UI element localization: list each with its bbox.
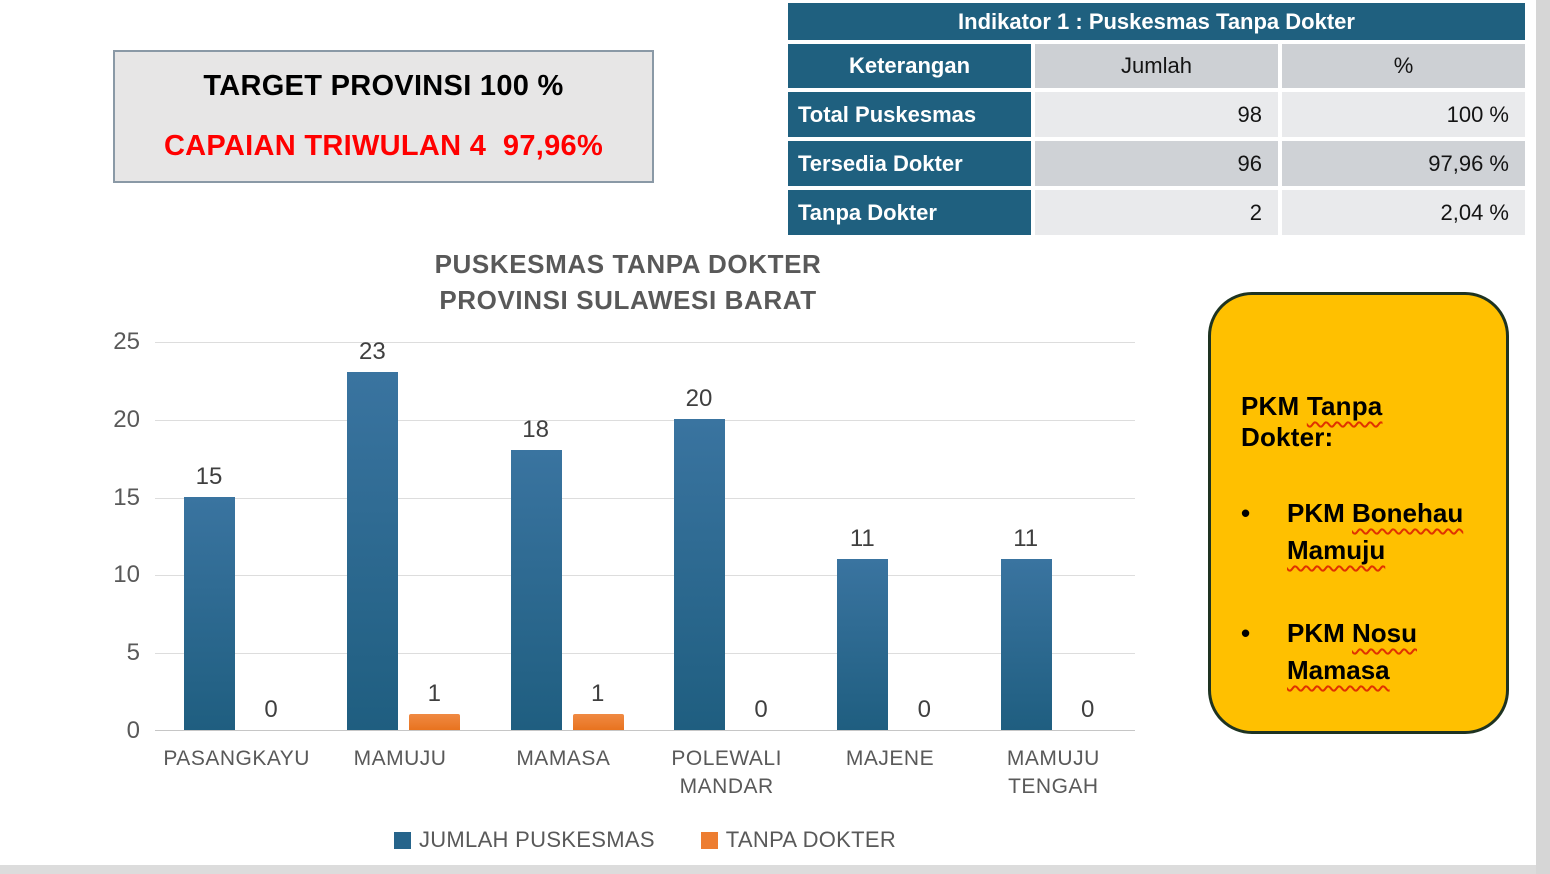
note-heading: PKM Tanpa Dokter:: [1241, 391, 1482, 453]
chart-title: PUSKESMAS TANPA DOKTER PROVINSI SULAWESI…: [353, 246, 903, 318]
row-label-total-puskesmas: Total Puskesmas: [788, 92, 1031, 137]
legend-swatch-jumlah-puskesmas: [393, 831, 411, 849]
x-axis-label-mamuju-tengah: MAMUJU TENGAH: [1006, 747, 1100, 798]
bar-jumlah-puskesmas-mamuju-tengah: [1000, 559, 1052, 730]
data-label-tanpa-dokter-majene: 0: [917, 696, 931, 723]
plain-word: PKM: [1241, 391, 1307, 421]
wavy-word: Mamasa: [1287, 655, 1390, 685]
bar-group-mamuju-tengah: 11 0: [972, 342, 1135, 731]
y-tick-label-15: 15: [113, 483, 140, 511]
indicator-table-title: Indikator 1 : Puskesmas Tanpa Dokter: [788, 3, 1525, 40]
x-axis-label-mamuju: MAMUJU: [353, 747, 447, 770]
bar-jumlah-puskesmas-majene: [837, 559, 889, 730]
total-puskesmas-percent: 100 %: [1282, 92, 1525, 137]
capaian-triwulan-text: CAPAIAN TRIWULAN 4 97,96%: [163, 130, 604, 162]
note-box: PKM Tanpa Dokter: • PKM Bonehau Mamuju • PKM…: [1208, 292, 1509, 734]
gridline-y-20: [155, 419, 1135, 421]
data-label-jumlah-puskesmas-mamuju: 23: [358, 338, 386, 365]
bar-group-majene: 11 0: [808, 342, 971, 731]
data-label-tanpa-dokter-mamasa: 1: [590, 680, 605, 707]
data-label-jumlah-puskesmas-pasangkayu: 15: [195, 463, 223, 490]
gridline-y-25: [155, 342, 1135, 343]
note-item-1: • PKM Bonehau Mamuju: [1241, 495, 1482, 569]
note-item-2: • PKM Nosu Mamasa: [1241, 615, 1482, 689]
data-label-jumlah-puskesmas-mamuju-tengah: 11: [1013, 525, 1039, 552]
gridline-y-15: [155, 497, 1135, 499]
wavy-word: Bonehau: [1352, 498, 1464, 528]
target-box: TARGET PROVINSI 100 % CAPAIAN TRIWULAN 4…: [113, 50, 654, 183]
x-axis-label-mamasa: MAMASA: [516, 747, 611, 770]
data-label-tanpa-dokter-mamuju: 1: [427, 680, 441, 707]
data-label-jumlah-puskesmas-polewali-mandar: 20: [685, 385, 713, 412]
gridline-y-5: [155, 653, 1135, 655]
x-axis-label-majene: MAJENE: [845, 747, 935, 770]
target-provinsi-text: TARGET PROVINSI 100 %: [203, 70, 564, 102]
chart-title-line-2: PROVINSI SULAWESI BARAT: [439, 285, 817, 315]
tersedia-dokter-jumlah: 96: [1035, 141, 1278, 186]
bar-group-mamasa: 18 1: [482, 342, 645, 731]
y-axis-ticks: 0 5 10 15 20 25: [88, 328, 140, 744]
note-item-line-1: PKM Bonehau: [1287, 495, 1482, 532]
note-item-line-2: Mamuju: [1287, 532, 1482, 569]
column-header-jumlah: Jumlah: [1035, 44, 1278, 88]
data-label-jumlah-puskesmas-majene: 11: [849, 525, 875, 552]
bar-group-polewali-mandar: 20 0: [645, 342, 808, 731]
data-label-tanpa-dokter-pasangkayu: 0: [264, 696, 278, 723]
y-tick-label-20: 20: [113, 405, 140, 433]
note-item-line-1: PKM Nosu: [1287, 615, 1482, 652]
bar-jumlah-puskesmas-mamasa: [510, 450, 562, 730]
plain-word: PKM: [1287, 498, 1352, 528]
chart-legend: JUMLAH PUSKESMAS TANPA DOKTER: [155, 827, 1135, 853]
legend-label-tanpa-dokter: TANPA DOKTER: [725, 827, 897, 852]
data-label-tanpa-dokter-polewali-mandar: 0: [754, 696, 768, 723]
column-header-keterangan: Keterangan: [788, 44, 1031, 88]
legend-item-tanpa-dokter: TANPA DOKTER: [700, 827, 897, 853]
bullet-icon: •: [1241, 618, 1251, 648]
bar-tanpa-dokter-mamasa: [572, 714, 624, 730]
gridline-y-10: [155, 575, 1135, 577]
note-list: • PKM Bonehau Mamuju • PKM Nosu Mamasa: [1241, 495, 1482, 689]
tersedia-dokter-percent: 97,96 %: [1282, 141, 1525, 186]
gridline-y-0: [155, 730, 1135, 731]
row-label-tersedia-dokter: Tersedia Dokter: [788, 141, 1031, 186]
plain-word: Dokter:: [1241, 422, 1334, 452]
slide-edge-bottom: [0, 865, 1536, 874]
data-label-jumlah-puskesmas-mamasa: 18: [522, 416, 549, 443]
tanpa-dokter-jumlah: 2: [1035, 190, 1278, 235]
note-item-text: PKM Bonehau Mamuju: [1287, 495, 1482, 569]
bar-tanpa-dokter-mamuju: [409, 714, 461, 730]
total-puskesmas-jumlah: 98: [1035, 92, 1278, 137]
note-item-line-2: Mamasa: [1287, 652, 1482, 689]
x-axis-labels: PASANGKAYU MAMUJU MAMASA POLEWALI MANDAR MAJ…: [155, 745, 1135, 807]
bar-group-mamuju: 23 1: [318, 338, 481, 731]
row-label-tanpa-dokter: Tanpa Dokter: [788, 190, 1031, 235]
plain-word: PKM: [1287, 618, 1352, 648]
y-tick-label-25: 25: [113, 328, 140, 355]
bar-jumlah-puskesmas-mamuju: [347, 372, 399, 730]
wavy-word: Nosu: [1352, 618, 1417, 648]
wavy-word: Mamuju: [1287, 535, 1386, 565]
legend-label-jumlah-puskesmas: JUMLAH PUSKESMAS: [418, 827, 655, 852]
bullet-icon: •: [1241, 498, 1251, 528]
chart-title-line-1: PUSKESMAS TANPA DOKTER: [434, 249, 822, 279]
bar-group-pasangkayu: 15 0: [155, 342, 318, 731]
bar-jumlah-puskesmas-pasangkayu: [184, 497, 235, 730]
y-tick-label-0: 0: [126, 717, 140, 744]
data-label-tanpa-dokter-mamuju-tengah: 0: [1080, 696, 1095, 723]
y-tick-label-5: 5: [126, 639, 140, 667]
legend-item-jumlah-puskesmas: JUMLAH PUSKESMAS: [393, 827, 655, 853]
y-tick-label-10: 10: [113, 561, 140, 589]
column-header-percent: %: [1282, 44, 1525, 88]
indicator-table: Indikator 1 : Puskesmas Tanpa Dokter Ket…: [788, 3, 1525, 235]
legend-swatch-tanpa-dokter: [700, 831, 718, 849]
x-axis-label-pasangkayu: PASANGKAYU: [163, 747, 310, 770]
bar-jumlah-puskesmas-polewali-mandar: [674, 419, 725, 730]
tanpa-dokter-percent: 2,04 %: [1282, 190, 1525, 235]
x-axis-label-polewali-mandar: POLEWALI MANDAR: [671, 747, 782, 798]
wavy-word: Tanpa: [1306, 391, 1383, 421]
note-item-text: PKM Nosu Mamasa: [1287, 615, 1482, 689]
slide-edge-right: [1536, 0, 1550, 874]
plot-area: 15 0 23 1 18 1 20 0 11 0 11 0: [155, 338, 1135, 731]
